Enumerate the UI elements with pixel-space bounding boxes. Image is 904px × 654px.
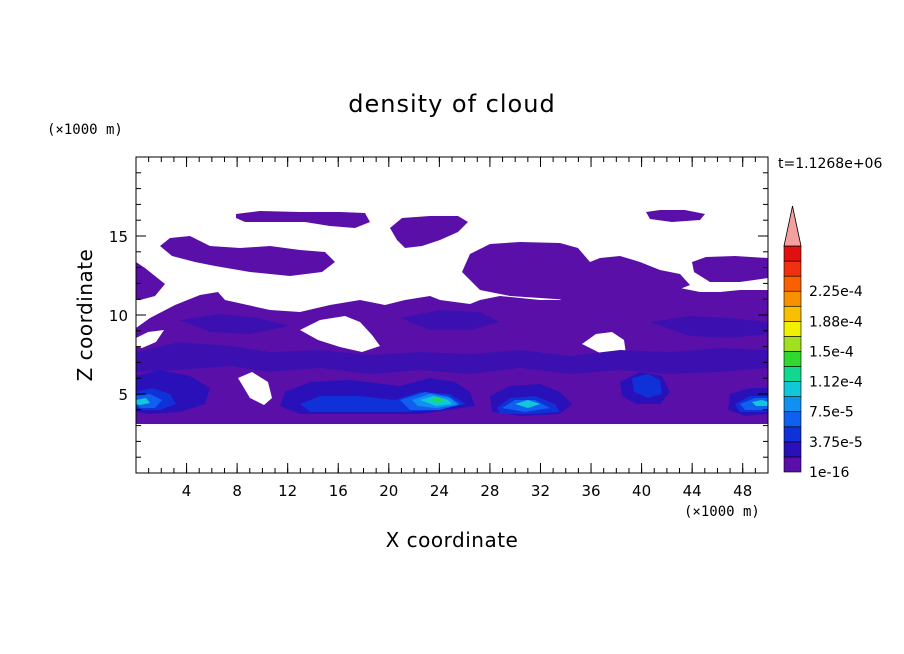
- colorbar-bin: [783, 366, 802, 382]
- x-unit-label: (×1000 m): [684, 504, 760, 520]
- colorbar-bin: [783, 321, 802, 337]
- colorbar-bin: [783, 456, 802, 473]
- colorbar-bin: [783, 260, 802, 277]
- x-tick-label: 12: [278, 482, 297, 500]
- x-tick-label: 24: [430, 482, 449, 500]
- colorbar-extend-arrow: [783, 205, 802, 247]
- y-axis-ticks: 5 10 15: [109, 172, 768, 458]
- colorbar-bin: [783, 305, 802, 322]
- colorbar-label: 7.5e-5: [809, 405, 854, 421]
- colorbar-bin: [783, 275, 802, 292]
- colorbar-bin: [783, 381, 802, 397]
- x-tick-label: 20: [379, 482, 398, 500]
- time-label: t=1.1268e+06: [778, 156, 882, 172]
- y-axis-label: Z coordinate: [73, 249, 97, 382]
- y-unit-label: (×1000 m): [47, 122, 123, 138]
- x-tick-label: 48: [733, 482, 752, 500]
- x-tick-label: 44: [683, 482, 702, 500]
- x-tick-label: 36: [581, 482, 600, 500]
- x-tick-label: 40: [632, 482, 651, 500]
- x-axis-label: X coordinate: [386, 528, 519, 552]
- y-tick-label: 10: [109, 307, 128, 325]
- colorbar-bin: [783, 396, 802, 413]
- colorbar-bin: [783, 290, 802, 307]
- y-tick-label: 5: [118, 386, 128, 404]
- colorbar-label: 2.25e-4: [809, 284, 863, 300]
- colorbar-bin: [783, 336, 802, 352]
- colorbar-label: 3.75e-5: [809, 435, 863, 451]
- colorbar-bin: [783, 411, 802, 428]
- colorbar-label: 1.88e-4: [809, 314, 863, 330]
- colorbar-bin: [783, 245, 802, 262]
- colorbar-bin: [783, 351, 802, 367]
- x-tick-label: 4: [182, 482, 192, 500]
- x-axis-ticks: 4 8 12 16 20 24 28 32 36 40 44 48: [148, 157, 756, 500]
- colorbar-label: 1.12e-4: [809, 375, 863, 391]
- colorbar-bin: [783, 441, 802, 458]
- colorbar-label: 1.5e-4: [809, 344, 854, 360]
- x-tick-label: 32: [531, 482, 550, 500]
- contour-field: [136, 210, 768, 424]
- x-tick-label: 8: [232, 482, 242, 500]
- x-tick-label: 28: [480, 482, 499, 500]
- colorbar-label: 1e-16: [809, 465, 849, 481]
- colorbar-bin: [783, 426, 802, 443]
- colorbar: 1e-16 3.75e-5 7.5e-5 1.12e-4 1.5e-4 1.88e-4 2.…: [783, 205, 863, 481]
- y-tick-label: 15: [109, 228, 128, 246]
- chart-title: density of cloud: [348, 90, 555, 118]
- x-tick-label: 16: [329, 482, 348, 500]
